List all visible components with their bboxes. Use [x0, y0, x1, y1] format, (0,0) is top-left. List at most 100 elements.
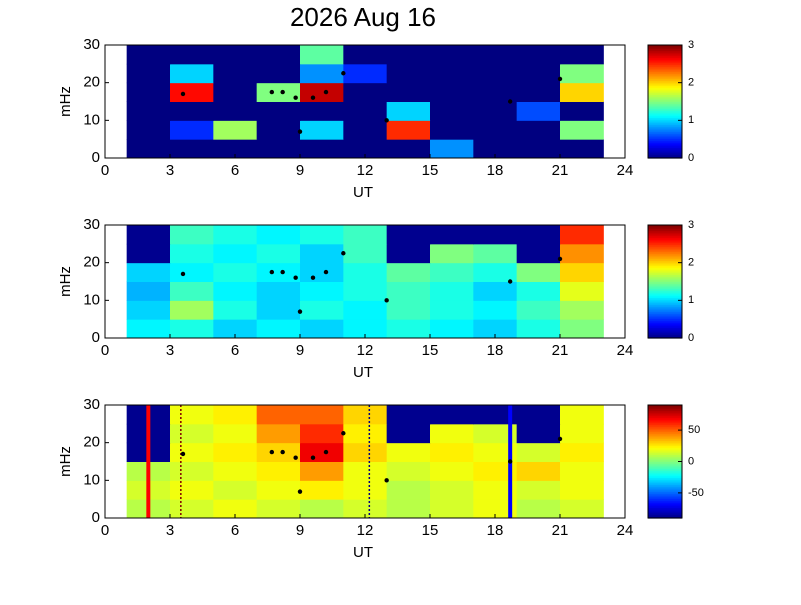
colorbar-swatch — [648, 330, 682, 334]
x-tick-label: 3 — [166, 162, 174, 179]
heat-cell — [256, 300, 301, 320]
x-tick-label: 15 — [422, 162, 439, 179]
y-tick-label: 0 — [92, 149, 100, 166]
x-tick-label: 0 — [101, 162, 109, 179]
heat-cell — [213, 225, 258, 245]
colorbar-tick-label: 3 — [688, 219, 694, 231]
colorbar-swatch — [648, 447, 682, 450]
heat-cell — [300, 243, 344, 264]
heat-cell — [256, 139, 301, 159]
x-tick-label: 12 — [357, 162, 374, 179]
colorbar-swatch — [648, 105, 682, 108]
colorbar-tick-label: 0 — [688, 152, 694, 164]
event-point — [323, 269, 329, 275]
colorbar-swatch — [648, 468, 682, 471]
colorbar-swatch — [648, 477, 682, 480]
colorbar-swatch — [648, 495, 682, 498]
event-point — [384, 298, 389, 303]
colorbar-swatch — [648, 117, 682, 120]
colorbar-swatch — [648, 459, 682, 463]
colorbar-swatch — [648, 327, 682, 330]
colorbar-swatch — [648, 493, 682, 496]
x-axis-label: UT — [353, 364, 373, 381]
heat-cell — [386, 319, 431, 339]
y-tick-label: 0 — [92, 329, 100, 346]
colorbar-swatch — [648, 281, 682, 284]
x-tick-label: 9 — [296, 522, 304, 539]
colorbar-swatch — [648, 514, 682, 517]
colorbar-swatch — [648, 67, 682, 71]
colorbar-swatch — [648, 45, 682, 48]
colorbar-swatch — [648, 306, 682, 309]
colorbar-swatch — [648, 110, 682, 113]
colorbar-swatch — [648, 299, 682, 302]
colorbar-swatch — [648, 247, 682, 251]
heat-cell — [300, 499, 344, 519]
heat-cell — [213, 319, 258, 339]
y-axis-label: mHz — [57, 446, 74, 477]
colorbar-tick-label: 1 — [688, 114, 694, 126]
colorbar-swatch — [648, 73, 682, 76]
heat-cell — [560, 499, 604, 519]
heat-cell — [256, 405, 301, 425]
colorbar-swatch — [648, 300, 682, 304]
heat-cell — [473, 243, 518, 264]
colorbar-swatch — [648, 297, 682, 300]
colorbar-swatch — [648, 133, 682, 136]
colorbar-swatch — [648, 83, 682, 87]
heat-cell — [170, 405, 214, 425]
heat-cell — [386, 300, 431, 320]
event-point — [341, 71, 346, 76]
x-tick-label: 18 — [487, 162, 504, 179]
heat-cell — [343, 45, 388, 65]
colorbar-swatch — [648, 295, 682, 298]
heat-cell — [213, 101, 258, 121]
x-tick-label: 3 — [166, 342, 174, 359]
heat-cell — [430, 101, 474, 121]
heat-cell — [430, 243, 474, 264]
colorbar-swatch — [648, 500, 682, 503]
colorbar-swatch — [648, 422, 682, 426]
heat-cell — [343, 82, 388, 102]
colorbar-swatch — [648, 126, 682, 129]
colorbar-swatch — [648, 265, 682, 268]
heat-cell — [473, 101, 518, 121]
heat-cell — [560, 319, 604, 339]
colorbar-swatch — [648, 267, 682, 270]
colorbar-swatch — [648, 232, 682, 235]
x-tick-label: 0 — [101, 522, 109, 539]
colorbar-swatch — [648, 272, 682, 276]
colorbar-swatch — [648, 440, 682, 443]
heat-cell — [516, 319, 561, 339]
heat-cell — [126, 63, 171, 84]
heat-cell — [560, 262, 604, 282]
event-point — [341, 431, 346, 436]
heat-cell — [560, 45, 604, 65]
colorbar-swatch — [648, 129, 682, 133]
heat-cell — [386, 139, 431, 159]
heat-cell — [256, 45, 301, 65]
event-point — [310, 275, 316, 280]
colorbar-swatch — [648, 150, 682, 154]
heat-cell — [213, 461, 258, 481]
colorbar-swatch — [648, 454, 682, 457]
colorbar-swatch — [648, 263, 682, 267]
heat-cell — [256, 120, 301, 140]
colorbar-swatch — [648, 244, 682, 247]
heat-cell — [300, 120, 344, 140]
colorbar-swatch — [648, 489, 682, 493]
heat-cell — [560, 63, 604, 84]
colorbar-swatch — [648, 491, 682, 494]
colorbar-swatch — [648, 262, 682, 265]
colorbar-swatch — [648, 442, 682, 445]
x-tick-label: 18 — [487, 342, 504, 359]
colorbar-swatch — [648, 60, 682, 64]
colorbar-swatch — [648, 413, 682, 417]
colorbar-swatch — [648, 145, 682, 149]
colorbar-swatch — [648, 309, 682, 313]
colorbar-tick-label: 3 — [688, 39, 694, 51]
heat-cell — [516, 243, 561, 264]
colorbar-swatch — [648, 52, 682, 55]
heat-cell — [300, 300, 344, 320]
heat-cell — [343, 442, 388, 462]
